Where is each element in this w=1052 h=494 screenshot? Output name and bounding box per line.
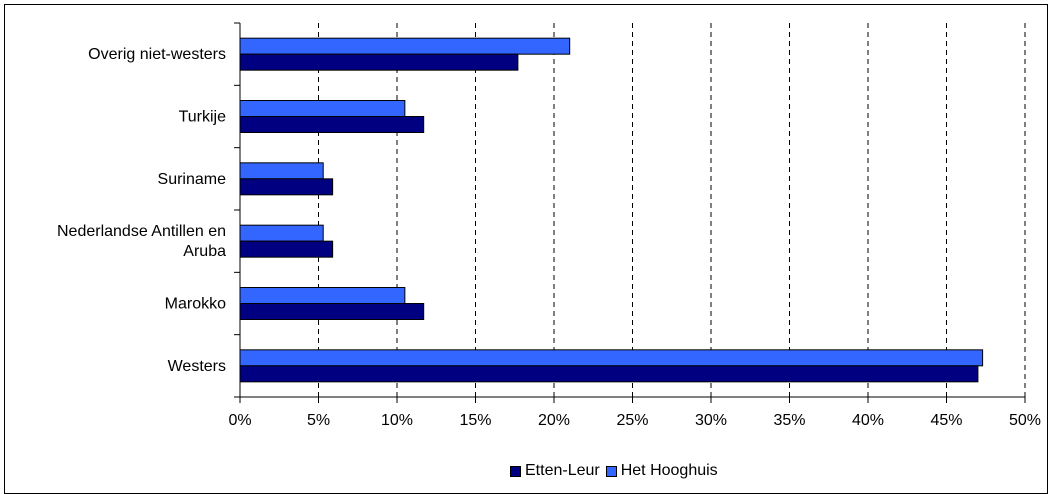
x-tick-label: 40% [852,412,884,429]
legend: Etten-Leur Het Hooghuis [510,462,718,480]
x-tick-label: 25% [616,412,648,429]
legend-label-etten-leur: Etten-Leur [525,462,600,479]
bar-het-hooghuis [239,100,406,117]
x-tick-label: 20% [538,412,570,429]
x-tick-label: 10% [381,412,413,429]
x-tick-label: 15% [459,412,491,429]
legend-swatch-etten-leur [510,465,521,477]
x-tick-label: 50% [1009,412,1041,429]
bar-etten-leur [239,53,519,71]
category-label: Marokko [165,296,226,313]
x-tick-label: 30% [695,412,727,429]
bar-etten-leur [239,116,425,133]
legend-item-etten-leur: Etten-Leur [510,462,600,480]
category-label: Nederlandse Antillen en Aruba [57,223,226,260]
x-tick-label: 35% [773,412,805,429]
bars [239,37,984,383]
bar-etten-leur [239,365,979,383]
bar-chart: Overig niet-westers Turkije Suriname Nederl… [57,22,1041,429]
x-tick-label: 0% [228,412,251,429]
category-label: Westers [168,358,226,375]
bar-etten-leur [239,303,425,320]
axes [234,22,1026,403]
bar-het-hooghuis [239,162,324,180]
bar-etten-leur [239,240,334,258]
bar-het-hooghuis [239,349,984,367]
legend-swatch-het-hooghuis [605,465,617,477]
legend-label-het-hooghuis: Het Hooghuis [620,462,718,479]
bar-etten-leur [239,178,334,196]
bar-het-hooghuis [239,37,571,55]
category-label: Overig niet-westers [88,46,226,63]
x-tick-label: 5% [307,412,330,429]
legend-item-het-hooghuis: Het Hooghuis [605,462,718,480]
chart-frame [4,4,1048,494]
bar-het-hooghuis [239,287,406,304]
category-label: Suriname [158,171,227,188]
x-tick-label: 45% [930,412,962,429]
category-labels: Overig niet-westers Turkije Suriname Nederl… [57,46,226,375]
category-label: Turkije [179,109,227,126]
bar-het-hooghuis [239,224,324,242]
tick-labels: 0% 5% 10% 15% 20% 25% 30% 35% 40% 45% 50% [228,412,1041,429]
gridlines [318,23,1026,397]
